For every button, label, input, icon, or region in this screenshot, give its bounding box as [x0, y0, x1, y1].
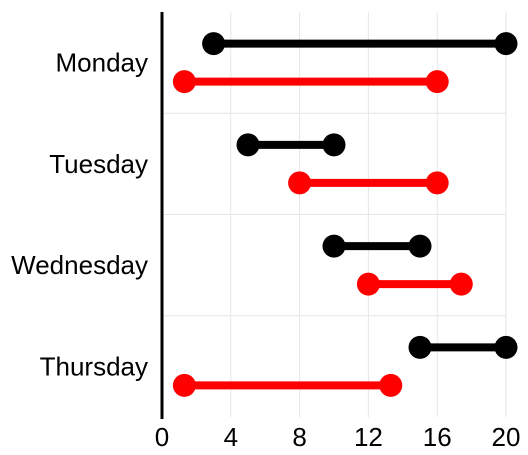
x-tick-label-4: 4 [224, 422, 238, 450]
dumbbell-end-point-tuesday-series-2 [425, 171, 449, 195]
dumbbell-start-point-tuesday-series-2 [288, 171, 312, 195]
dumbbell-end-point-thursday-series-1 [494, 335, 518, 359]
x-tick-label-12: 12 [354, 422, 383, 450]
y-tick-label-tuesday: Tuesday [49, 149, 148, 179]
x-tick-label-20: 20 [492, 422, 521, 450]
dumbbell-end-point-wednesday-series-1 [408, 234, 432, 258]
y-tick-label-wednesday: Wednesday [11, 250, 148, 280]
grid-lines [162, 12, 507, 417]
dumbbell-start-point-thursday-series-2 [172, 373, 196, 397]
y-tick-label-thursday: Thursday [40, 351, 148, 381]
dumbbell-start-point-thursday-series-1 [408, 335, 432, 359]
dumbbell-end-point-tuesday-series-1 [322, 133, 346, 157]
dumbbell-start-point-wednesday-series-2 [356, 272, 380, 296]
axes: Monday Tuesday Wednesday Thursday 0 4 8 12 16 20 [11, 12, 521, 452]
dumbbell-start-point-wednesday-series-1 [322, 234, 346, 258]
dumbbell-start-point-monday-series-2 [172, 70, 196, 94]
dumbbell-end-point-monday-series-2 [425, 70, 449, 94]
x-tick-label-16: 16 [423, 422, 452, 450]
y-tick-label-monday: Monday [56, 48, 149, 78]
dumbbell-end-point-wednesday-series-2 [449, 272, 473, 296]
data-layer [172, 32, 518, 397]
dumbbell-end-point-thursday-series-2 [379, 373, 403, 397]
dumbbell-end-point-monday-series-1 [494, 32, 518, 56]
dumbbell-start-point-monday-series-1 [202, 32, 226, 56]
x-tick-label-8: 8 [292, 422, 306, 450]
x-tick-label-0: 0 [155, 422, 169, 450]
dumbbell-start-point-tuesday-series-1 [236, 133, 260, 157]
